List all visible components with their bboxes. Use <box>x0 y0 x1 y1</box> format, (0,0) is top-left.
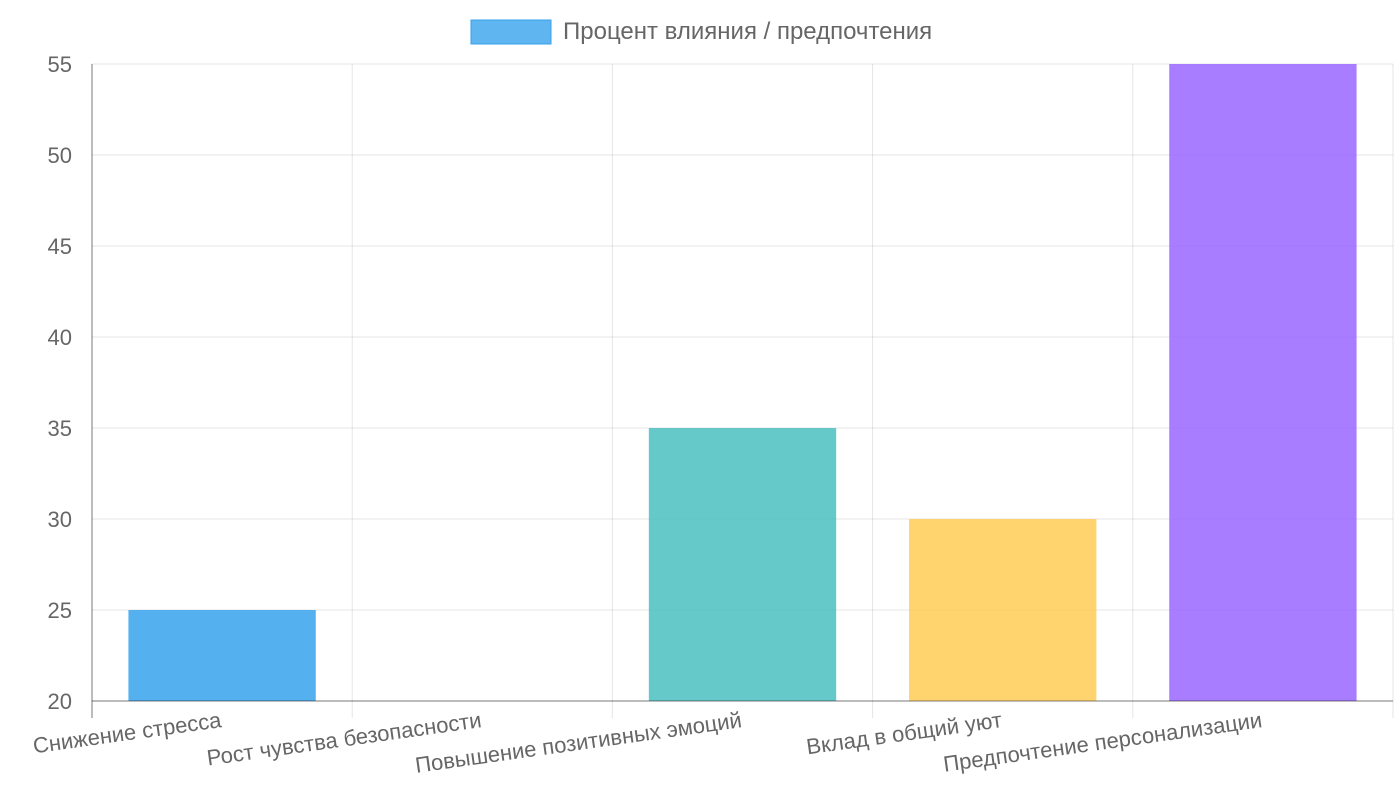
y-tick-label: 25 <box>48 598 72 623</box>
y-tick-label: 50 <box>48 143 72 168</box>
bar[interactable] <box>648 428 837 701</box>
axes <box>91 64 1393 718</box>
y-tick-label: 40 <box>48 325 72 350</box>
bar[interactable] <box>128 610 316 701</box>
bar[interactable] <box>909 519 1097 701</box>
y-tick-label: 45 <box>48 234 72 259</box>
x-tick-label: Снижение стресса <box>31 707 223 758</box>
bar[interactable] <box>1169 64 1357 701</box>
y-axis-ticks: 20 25 30 35 40 45 50 55 <box>48 52 72 714</box>
legend-swatch <box>470 19 552 45</box>
y-tick-label: 30 <box>48 507 72 532</box>
bars <box>128 64 1357 701</box>
y-tick-label: 35 <box>48 416 72 441</box>
legend-label: Процент влияния / предпочтения <box>563 18 932 45</box>
y-tick-label: 55 <box>48 52 72 77</box>
y-tick-label: 20 <box>48 689 72 714</box>
grid <box>91 63 1394 718</box>
legend[interactable]: Процент влияния / предпочтения <box>470 18 932 45</box>
